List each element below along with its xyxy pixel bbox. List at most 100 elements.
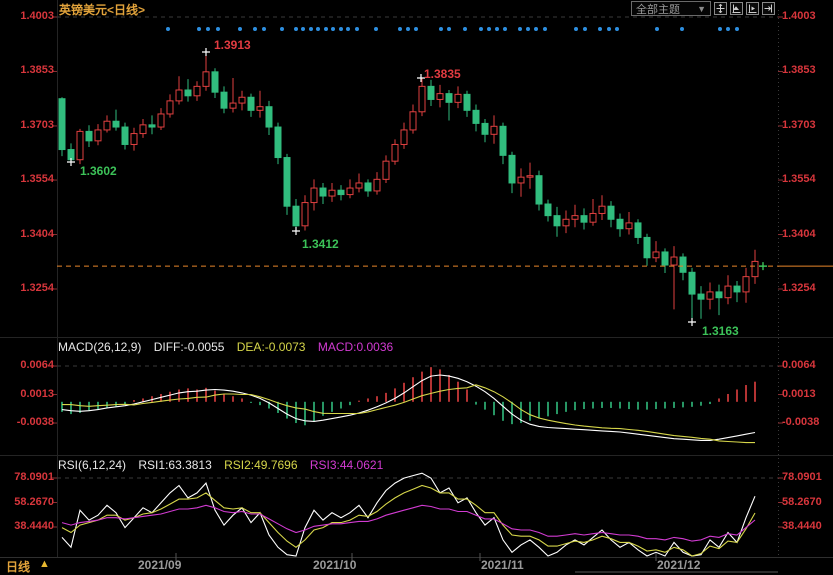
event-dot-icon [324, 27, 328, 31]
event-dot-icon [598, 27, 602, 31]
candle-body [112, 120, 120, 128]
candle-body [355, 182, 363, 189]
event-dot-icon [346, 27, 350, 31]
candle-body [85, 130, 93, 142]
macd-tick-right: 0.0064 [782, 359, 816, 372]
candle-body [184, 89, 192, 97]
event-dot-icon [206, 27, 210, 31]
event-dot-icon [526, 27, 530, 31]
candle-body [751, 260, 759, 278]
rsi3-value: RSI3:44.0621 [309, 458, 384, 472]
crosshair-pan-icon[interactable] [714, 2, 727, 15]
candle-body [94, 129, 102, 142]
price-tick-left: 1.4003 [20, 10, 54, 22]
candle-body [508, 154, 516, 184]
candle-body [679, 256, 687, 273]
event-dot-icon [615, 27, 619, 31]
event-dot-icon [166, 27, 170, 31]
macd-tick-left: -0.0038 [16, 416, 54, 429]
candle-body [130, 133, 138, 145]
candle-body [373, 178, 381, 192]
pan-right-icon[interactable] [762, 2, 775, 15]
event-dot-icon [543, 27, 547, 31]
candle-body [670, 256, 678, 266]
event-dot-icon [339, 27, 343, 31]
rsi1-value: RSI1:63.3813 [138, 458, 212, 472]
candle-body [337, 189, 345, 196]
event-dot-icon [294, 27, 298, 31]
triangle-up-icon: ▲ [39, 558, 50, 570]
current-price-cross-icon [759, 262, 767, 271]
event-dot-icon [355, 27, 359, 31]
candle-body [472, 109, 480, 124]
candle-body [220, 91, 228, 109]
date-label: 2021/12 [657, 558, 701, 572]
candle-body [517, 176, 525, 184]
candle-body [733, 285, 741, 293]
candle-body [724, 285, 732, 299]
theme-dropdown[interactable]: 全部主题 ▼ [631, 1, 711, 16]
rsi-line-1 [61, 472, 756, 557]
candle-body [58, 98, 66, 151]
candle-body [211, 71, 219, 93]
swing-cross-icon [67, 158, 75, 166]
price-tick-right: 1.3853 [782, 64, 816, 77]
date-label: 2021/09 [138, 558, 182, 572]
candle-body [319, 187, 327, 197]
swing-cross-icon [202, 48, 210, 56]
swing-cross-icon [688, 318, 696, 326]
candle-body [328, 189, 336, 197]
candle-body [418, 85, 426, 113]
macd-tick-left: 0.0064 [20, 359, 54, 372]
event-dot-icon [414, 27, 418, 31]
price-tick-left: 1.3703 [20, 118, 54, 131]
swing-price-label: 1.3163 [702, 324, 739, 338]
candle-body [616, 218, 624, 230]
event-dot-icon [726, 27, 730, 31]
swing-cross-icon [417, 74, 425, 82]
event-dot-icon [518, 27, 522, 31]
candle-body [229, 102, 237, 109]
macd-macd-value: MACD:0.0036 [317, 340, 394, 354]
timeframe-selector[interactable]: 日线 ▲ [6, 558, 50, 575]
event-dot-icon [280, 27, 284, 31]
candle-body [139, 124, 147, 135]
event-dot-icon [574, 27, 578, 31]
candle-body [463, 93, 471, 111]
price-tick-right: 1.3703 [782, 118, 816, 131]
zoom-range-left-icon[interactable] [730, 2, 743, 15]
rsi2-value: RSI2:49.7696 [224, 458, 298, 472]
candle-body [598, 205, 606, 214]
event-dot-icon [479, 27, 483, 31]
event-dot-icon [262, 27, 266, 31]
event-dot-icon [447, 27, 451, 31]
event-dot-icon [301, 27, 305, 31]
candle-body [634, 222, 642, 238]
candle-body [346, 187, 354, 196]
event-dot-icon [374, 27, 378, 31]
event-dot-icon [439, 27, 443, 31]
event-dot-icon [463, 27, 467, 31]
candle-body [643, 236, 651, 259]
candle-body [382, 160, 390, 180]
candle-body [76, 130, 84, 161]
candle-body [625, 222, 633, 230]
rsi-tick-right: 78.0901 [782, 471, 822, 483]
event-dot-icon [583, 27, 587, 31]
candle-body [535, 175, 543, 205]
swing-price-label: 1.3913 [214, 38, 251, 52]
event-dot-icon [197, 27, 201, 31]
chart-toolbar: 全部主题 ▼ [631, 1, 775, 16]
price-tick-right: 1.4003 [782, 10, 816, 22]
price-tick-left: 1.3254 [20, 281, 54, 294]
rsi-header: RSI(6,12,24) RSI1:63.3813 RSI2:49.7696 R… [58, 458, 392, 472]
swing-price-label: 1.3412 [302, 237, 339, 251]
candle-body [553, 215, 561, 227]
event-dot-icon [495, 27, 499, 31]
candle-body [166, 100, 174, 115]
play-forward-icon[interactable] [746, 2, 759, 15]
candle-body [175, 89, 183, 102]
timeframe-label: 日线 [6, 560, 31, 574]
candle-body [247, 96, 255, 111]
